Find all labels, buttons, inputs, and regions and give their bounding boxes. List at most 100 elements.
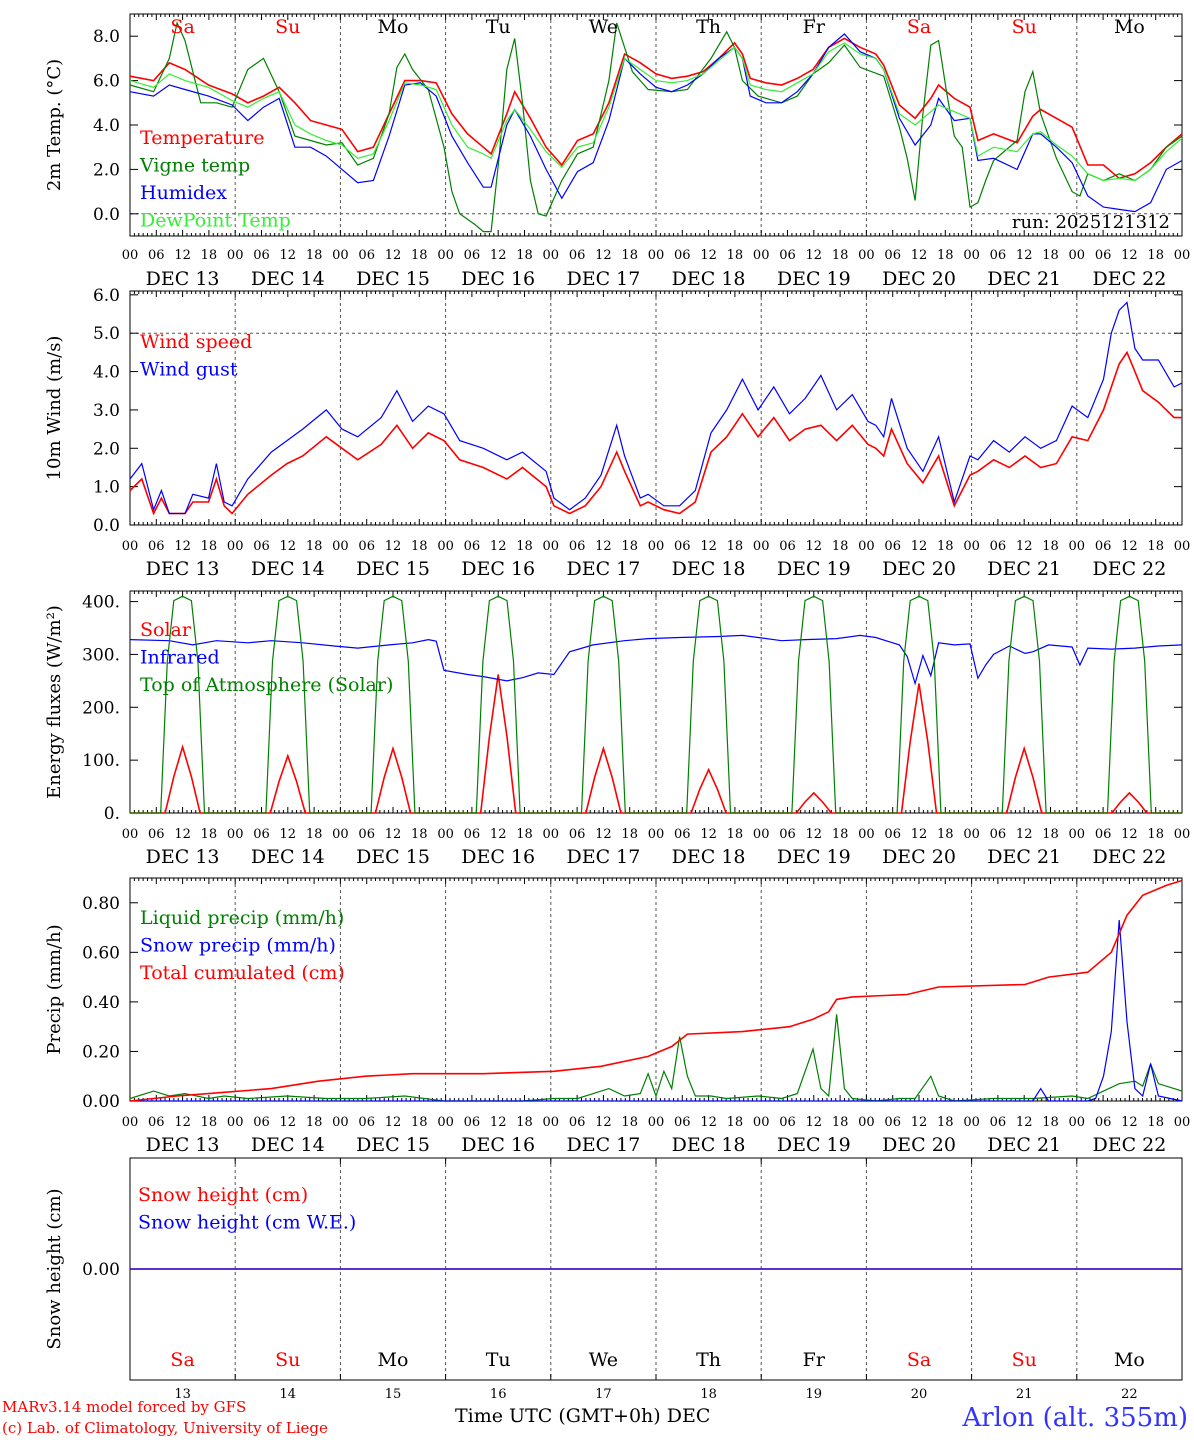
y-tick-label: 0.20 [82,1042,120,1062]
hour-tick-label: 12 [806,539,823,554]
hour-tick-label: 18 [937,827,954,842]
hour-tick-label: 12 [280,1115,297,1130]
day-number-label: 13 [174,1387,191,1402]
hour-tick-label: 18 [1042,539,1059,554]
hour-tick-label: 12 [490,539,507,554]
hour-tick-label: 06 [464,248,481,263]
hour-tick-label: 18 [1147,1115,1164,1130]
date-label: DEC 17 [566,846,640,868]
hour-tick-label: 12 [490,1115,507,1130]
hour-tick-label: 06 [569,827,586,842]
y-tick-label: 0.80 [82,894,120,914]
series-line-liquid-precip-mm-h [129,1014,1183,1102]
hour-tick-label: 06 [779,827,796,842]
weekday-label: We [589,1349,618,1371]
hour-tick-label: 18 [306,827,323,842]
hour-tick-label: 06 [674,827,691,842]
hour-tick-label: 12 [280,539,297,554]
hour-tick-label: 00 [648,827,665,842]
hour-tick-label: 18 [411,827,428,842]
hour-tick-label: 12 [1016,539,1033,554]
y-tick-label: 0.40 [82,993,120,1013]
hour-tick-label: 12 [806,248,823,263]
series-line-temperature [129,37,1183,180]
hour-tick-label: 18 [727,248,744,263]
hour-tick-label: 06 [253,539,270,554]
date-label: DEC 20 [882,1134,956,1156]
hour-tick-label: 06 [569,539,586,554]
date-label: DEC 13 [146,846,220,868]
series-line-humidex [129,33,1183,213]
hour-tick-label: 18 [1042,1115,1059,1130]
y-axis-label: Energy fluxes (W/m²) [44,605,65,799]
date-label: DEC 16 [461,558,535,580]
hour-tick-label: 00 [1069,1115,1086,1130]
hour-tick-label: 00 [753,248,770,263]
hour-tick-label: 12 [1121,827,1138,842]
series-line-snow-precip-mm-h [130,920,1183,1102]
hour-tick-label: 12 [595,827,612,842]
date-label: DEC 15 [356,558,430,580]
hour-tick-label: 18 [411,1115,428,1130]
date-label: DEC 15 [356,1134,430,1156]
legend-entry: Wind speed [140,331,252,353]
day-number-label: 15 [385,1387,402,1402]
date-label: DEC 22 [1092,846,1166,868]
date-label: DEC 16 [461,846,535,868]
panel-precip: 0.00 0.20 0.40 0.60 0.80 Precip (mm/h) Liquid … [44,877,1191,1156]
weekday-label: Su [275,1349,300,1371]
hour-tick-label: 18 [832,248,849,263]
hour-tick-label: 12 [806,827,823,842]
hour-tick-label: 00 [858,827,875,842]
hour-tick-label: 06 [569,1115,586,1130]
hour-tick-label: 00 [543,248,560,263]
day-number-label: 20 [911,1387,928,1402]
panel-temperature: 0.0 2.0 4.0 6.0 8.0 2m Temp. (°C) Temperature V… [44,13,1190,290]
hour-tick-label: 12 [1121,539,1138,554]
hour-tick-label: 18 [411,539,428,554]
hour-tick-label: 12 [1016,1115,1033,1130]
hour-tick-label: 00 [1174,827,1191,842]
hour-tick-label: 00 [332,827,349,842]
hour-tick-label: 18 [727,1115,744,1130]
y-tick-label: 0. [104,804,120,824]
legend-entry: DewPoint Temp [140,210,291,232]
hour-tick-label: 18 [516,539,533,554]
hour-tick-label: 06 [779,248,796,263]
hour-tick-label: 06 [148,248,165,263]
hour-tick-label: 00 [963,248,980,263]
y-tick-label: 4.0 [93,116,120,136]
weekday-label: Tu [486,1349,511,1371]
hour-tick-label: 00 [332,248,349,263]
legend-entry: Humidex [140,182,227,204]
date-label: DEC 13 [146,268,220,290]
hour-tick-label: 18 [937,1115,954,1130]
date-label: DEC 19 [777,1134,851,1156]
date-label: DEC 15 [356,846,430,868]
hour-tick-label: 12 [911,1115,928,1130]
hour-tick-label: 18 [516,827,533,842]
y-tick-label: 3.0 [93,401,120,421]
weekday-label: Mo [1114,16,1145,38]
hour-tick-label: 06 [884,827,901,842]
date-label: DEC 21 [987,1134,1061,1156]
hour-tick-label: 12 [1121,248,1138,263]
y-tick-label: 6.0 [93,72,120,92]
y-tick-label: 2.0 [93,160,120,180]
date-label: DEC 22 [1092,268,1166,290]
hour-tick-label: 18 [201,1115,218,1130]
hour-tick-label: 00 [1174,1115,1191,1130]
hour-tick-label: 06 [464,1115,481,1130]
hour-tick-label: 06 [674,539,691,554]
hour-tick-label: 00 [437,248,454,263]
hour-tick-label: 00 [543,827,560,842]
weekday-label: Tu [486,16,511,38]
legend-entry: Total cumulated (cm) [140,962,345,984]
hour-tick-label: 00 [332,1115,349,1130]
date-label: DEC 18 [672,846,746,868]
hour-tick-label: 18 [1147,248,1164,263]
hour-tick-label: 00 [858,248,875,263]
y-tick-label: 2.0 [93,439,120,459]
